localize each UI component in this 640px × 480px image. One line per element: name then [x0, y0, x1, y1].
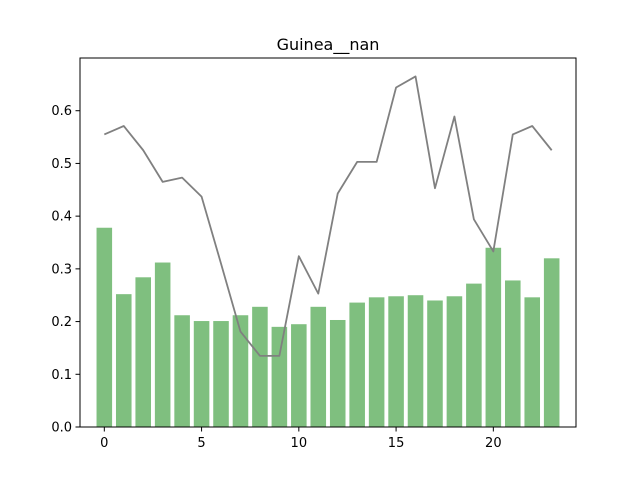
bar-3: [154, 262, 171, 427]
bar-19: [466, 283, 482, 427]
x-axis: 0 5 10 15 20: [100, 427, 502, 451]
bar-2: [135, 277, 151, 427]
bar-15: [388, 296, 404, 427]
lines-group: [103, 75, 553, 357]
bar-7: [232, 315, 249, 427]
x-tick-label-0: 0: [100, 436, 108, 451]
bar-13: [349, 302, 365, 427]
x-tick-label-20: 20: [485, 436, 502, 451]
bar-20: [485, 247, 502, 427]
bar-14: [368, 297, 385, 427]
y-tick-label-6: 0.6: [51, 104, 72, 119]
bar-8: [252, 306, 268, 427]
bar-23: [543, 258, 560, 427]
bar-18: [446, 296, 463, 427]
y-tick-label-5: 0.5: [51, 157, 72, 172]
x-tick-label-10: 10: [291, 436, 308, 451]
bar-5: [193, 321, 210, 427]
plot-frame: [79, 57, 577, 428]
bar-11: [310, 306, 327, 427]
bars-group: [96, 227, 560, 427]
y-tick-label-2: 0.2: [51, 315, 72, 330]
chart-title: Guinea__nan: [277, 35, 380, 55]
bar-4: [174, 315, 190, 427]
y-axis: 0.0 0.1 0.2 0.3 0.4 0.5 0.6: [51, 104, 80, 436]
y-tick-label-1: 0.1: [51, 368, 72, 383]
bar-1: [115, 294, 132, 427]
y-tick-label-4: 0.4: [51, 210, 72, 225]
bar-21: [505, 280, 521, 427]
x-tick-label-5: 5: [197, 436, 205, 451]
bar-22: [524, 297, 541, 427]
bar-0: [96, 227, 113, 427]
bar-9: [271, 326, 288, 427]
bar-10: [291, 324, 307, 427]
x-tick-label-15: 15: [388, 436, 405, 451]
y-tick-label-3: 0.3: [51, 262, 72, 277]
bar-16: [407, 295, 424, 427]
line-series: [103, 75, 553, 357]
bar-6: [213, 321, 229, 427]
bar-17: [427, 300, 443, 427]
bar-12: [329, 319, 346, 427]
y-tick-label-0: 0.0: [51, 421, 72, 436]
